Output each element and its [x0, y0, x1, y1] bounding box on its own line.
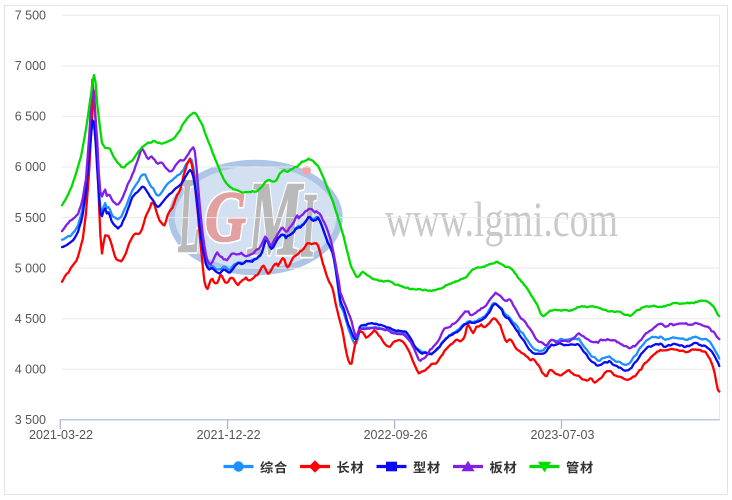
svg-text:2023-07-03: 2023-07-03 — [531, 428, 595, 442]
svg-text:6 000: 6 000 — [15, 160, 46, 174]
svg-text:2021-03-22: 2021-03-22 — [29, 428, 93, 442]
svg-text:5 000: 5 000 — [15, 261, 46, 275]
svg-text:2021-12-22: 2021-12-22 — [197, 428, 261, 442]
svg-text:G: G — [205, 177, 246, 257]
svg-text:3 500: 3 500 — [15, 413, 46, 427]
svg-text:2022-09-26: 2022-09-26 — [364, 428, 428, 442]
svg-text:G: G — [205, 177, 246, 257]
svg-text:7 000: 7 000 — [15, 59, 46, 73]
svg-text:7 500: 7 500 — [15, 9, 46, 23]
svg-text:4 500: 4 500 — [15, 312, 46, 326]
svg-text:I: I — [301, 174, 317, 276]
svg-text:4 000: 4 000 — [15, 362, 46, 376]
svg-text:www.lgmi.com: www.lgmi.com — [385, 191, 618, 247]
svg-text:6 500: 6 500 — [15, 110, 46, 124]
svg-text:I: I — [301, 174, 317, 276]
svg-text:5 500: 5 500 — [15, 211, 46, 225]
